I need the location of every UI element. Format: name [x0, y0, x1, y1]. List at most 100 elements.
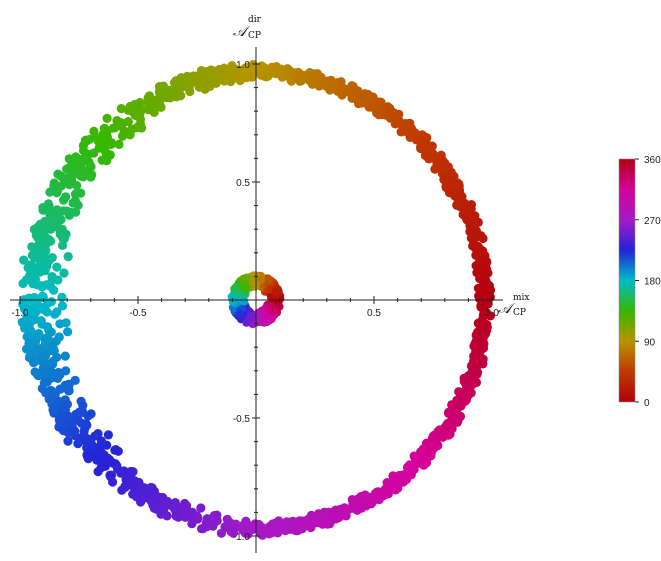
- ring-point: [37, 367, 47, 377]
- ring-point: [184, 76, 194, 86]
- ring-point: [123, 117, 133, 127]
- ring-point: [125, 101, 135, 112]
- x-tick-label: 0.5: [367, 308, 381, 319]
- ring-point: [36, 246, 47, 256]
- ring-point: [422, 141, 432, 151]
- ring-point: [96, 436, 106, 446]
- ring-point: [439, 175, 449, 185]
- ring-point: [193, 512, 203, 522]
- ring-point: [40, 351, 51, 361]
- ring-point: [46, 224, 56, 234]
- ring-point: [362, 93, 372, 103]
- ring-point: [49, 178, 59, 188]
- x-tick-label: -1.0: [11, 308, 29, 319]
- ring-point: [42, 322, 53, 332]
- ring-point: [41, 280, 52, 290]
- ring-point: [255, 528, 265, 538]
- ring-point: [280, 526, 290, 536]
- inner-point: [250, 279, 259, 288]
- axes: -1.0 -0.5 0.5 1.0 1.0 0.5 -0.5 -1.0: [10, 47, 503, 553]
- ring-point: [468, 373, 478, 383]
- ring-point: [45, 187, 55, 197]
- ring-point: [305, 76, 315, 86]
- ring-point: [374, 97, 384, 107]
- ring-point: [35, 219, 45, 229]
- ring-point: [126, 466, 136, 477]
- ring-point: [453, 398, 463, 409]
- inner-point: [236, 309, 244, 318]
- ring-point: [128, 481, 138, 491]
- ring-point: [36, 316, 46, 326]
- ring-point: [484, 288, 495, 298]
- ring-point: [146, 482, 156, 493]
- x-tick-label: 1.0: [485, 308, 499, 319]
- ring-point: [58, 233, 68, 243]
- ring-point: [447, 412, 458, 422]
- ring-point: [54, 396, 64, 406]
- ring-point: [46, 368, 56, 378]
- ring-point: [22, 312, 32, 322]
- ring-point: [141, 492, 151, 502]
- ring-point: [473, 318, 483, 328]
- ring-point: [184, 82, 194, 92]
- ring-point: [64, 210, 74, 220]
- y-axis-title-superscript: dir: [248, 15, 262, 25]
- y-tick-label: -1.0: [233, 532, 251, 543]
- ring-point: [83, 454, 93, 464]
- inner-point: [246, 311, 255, 320]
- ring-point: [411, 135, 421, 145]
- ring-point: [65, 412, 75, 422]
- ring-point: [70, 426, 80, 436]
- colorbar-tick-label: 180: [644, 277, 661, 288]
- y-axis-title: 𝒜 dir CP: [233, 15, 262, 41]
- ring-point: [57, 224, 67, 234]
- ring-point: [200, 72, 210, 82]
- ring-point: [135, 109, 145, 119]
- ring-point: [422, 133, 432, 143]
- ring-point: [34, 329, 44, 339]
- ring-point: [424, 154, 434, 164]
- ring-point: [86, 172, 96, 182]
- ring-point: [52, 307, 62, 317]
- inner-point: [239, 275, 248, 284]
- x-ticks: -1.0 -0.5 0.5 1.0: [11, 296, 499, 319]
- inner-point: [240, 283, 249, 291]
- y-tick-label: 1.0: [236, 60, 250, 71]
- colorbar-tick-label: 270: [644, 216, 661, 227]
- ring-point: [102, 132, 112, 142]
- ring-point: [210, 517, 221, 527]
- ring-point: [296, 76, 306, 86]
- inner-point: [271, 288, 280, 297]
- ring-point: [427, 434, 437, 444]
- ring-point: [282, 517, 292, 527]
- inner-point: [264, 275, 273, 284]
- ring-point: [412, 456, 422, 466]
- ring-point: [27, 242, 37, 252]
- ring-point: [92, 133, 102, 143]
- y-axis-title-subscript: CP: [248, 31, 261, 41]
- ring-point: [483, 299, 493, 309]
- ring-point: [53, 367, 64, 378]
- ring-point: [386, 109, 396, 119]
- inner-point: [258, 317, 267, 326]
- ring-point: [468, 241, 478, 251]
- ring-point: [264, 525, 274, 535]
- ring-point: [77, 164, 87, 174]
- ring-point: [78, 172, 88, 182]
- ring-point: [102, 113, 112, 123]
- ring-point: [180, 506, 190, 516]
- ring-point: [399, 121, 409, 131]
- ring-point: [158, 90, 168, 100]
- colorbar-tick-label: 360: [644, 155, 661, 166]
- ring-point: [239, 520, 249, 530]
- ring-point: [38, 205, 48, 215]
- ring-point: [79, 146, 89, 156]
- ring-point: [429, 443, 439, 453]
- ring-point: [398, 475, 408, 485]
- ring-point: [79, 427, 89, 437]
- inner-point: [259, 308, 268, 317]
- ring-point: [300, 516, 310, 526]
- ring-point: [29, 307, 39, 317]
- ring-point: [222, 514, 232, 524]
